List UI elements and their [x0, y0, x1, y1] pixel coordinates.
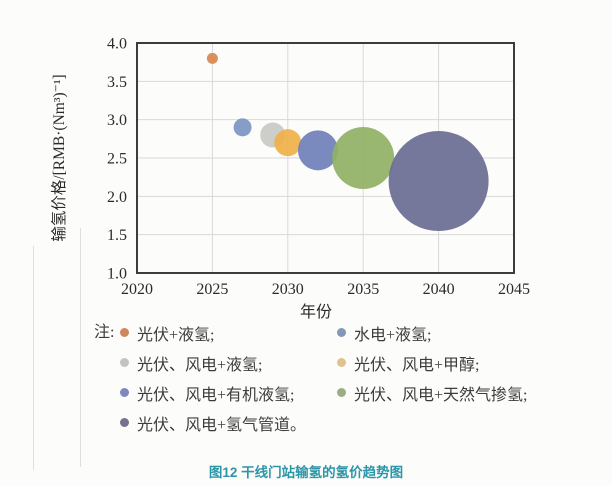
x-tick-label: 2030	[272, 281, 304, 298]
legend-item: 水电+液氢;	[337, 323, 432, 344]
legend-item: 光伏、风电+液氢;	[120, 353, 263, 374]
bubble-0	[206, 52, 218, 64]
legend-label: 光伏+液氢;	[137, 327, 215, 344]
bubble-4	[297, 130, 338, 171]
y-tick-label: 2.0	[107, 189, 127, 206]
legend-item: 光伏+液氢;	[120, 323, 215, 344]
legend-label: 光伏、风电+氢气管道。	[137, 417, 307, 434]
legend-marker-dot	[337, 357, 346, 367]
legend-item: 光伏、风电+有机液氢;	[120, 383, 295, 404]
legend-note: 注:	[94, 324, 115, 341]
x-tick-label: 2035	[347, 281, 379, 298]
y-tick-label: 1.5	[107, 227, 127, 244]
x-tick-label: 2020	[121, 281, 153, 298]
bubble-1	[233, 118, 252, 137]
legend-marker-dot	[120, 327, 129, 337]
y-tick-label: 3.0	[107, 112, 127, 129]
bubble-6	[388, 131, 489, 231]
legend-marker-dot	[120, 417, 129, 427]
figure-caption: 图12 干线门站输氢的氢价趋势图	[208, 465, 404, 480]
plot-border	[136, 42, 515, 274]
legend-item: 光伏、风电+氢气管道。	[120, 413, 307, 434]
x-tick-label: 2040	[423, 281, 455, 298]
y-tick-label: 3.5	[107, 74, 127, 91]
y-axis-label: 输氢价格/[RMB·(Nm³)⁻¹]	[50, 74, 68, 241]
y-tick-label: 1.0	[107, 266, 127, 283]
x-axis-label: 年份	[300, 303, 332, 321]
legend-label: 光伏、风电+液氢;	[137, 357, 263, 374]
legend-label: 光伏、风电+甲醇;	[354, 357, 480, 374]
x-tick-label: 2025	[196, 281, 228, 298]
bubble-3	[274, 129, 302, 157]
legend-item: 光伏、风电+甲醇;	[337, 353, 480, 374]
legend-label: 水电+液氢;	[354, 327, 432, 344]
y-tick-label: 2.5	[107, 151, 127, 168]
legend-item: 光伏、风电+天然气掺氢;	[337, 383, 528, 404]
legend-label: 光伏、风电+天然气掺氢;	[354, 387, 528, 404]
bubble-5	[332, 127, 395, 189]
legend-marker-dot	[120, 387, 129, 397]
legend-marker-dot	[120, 357, 129, 367]
legend-label: 光伏、风电+有机液氢;	[137, 387, 295, 404]
x-tick-label: 2045	[498, 281, 530, 298]
legend-marker-dot	[337, 387, 346, 397]
legend-marker-dot	[337, 327, 346, 337]
y-tick-label: 4.0	[107, 36, 127, 53]
